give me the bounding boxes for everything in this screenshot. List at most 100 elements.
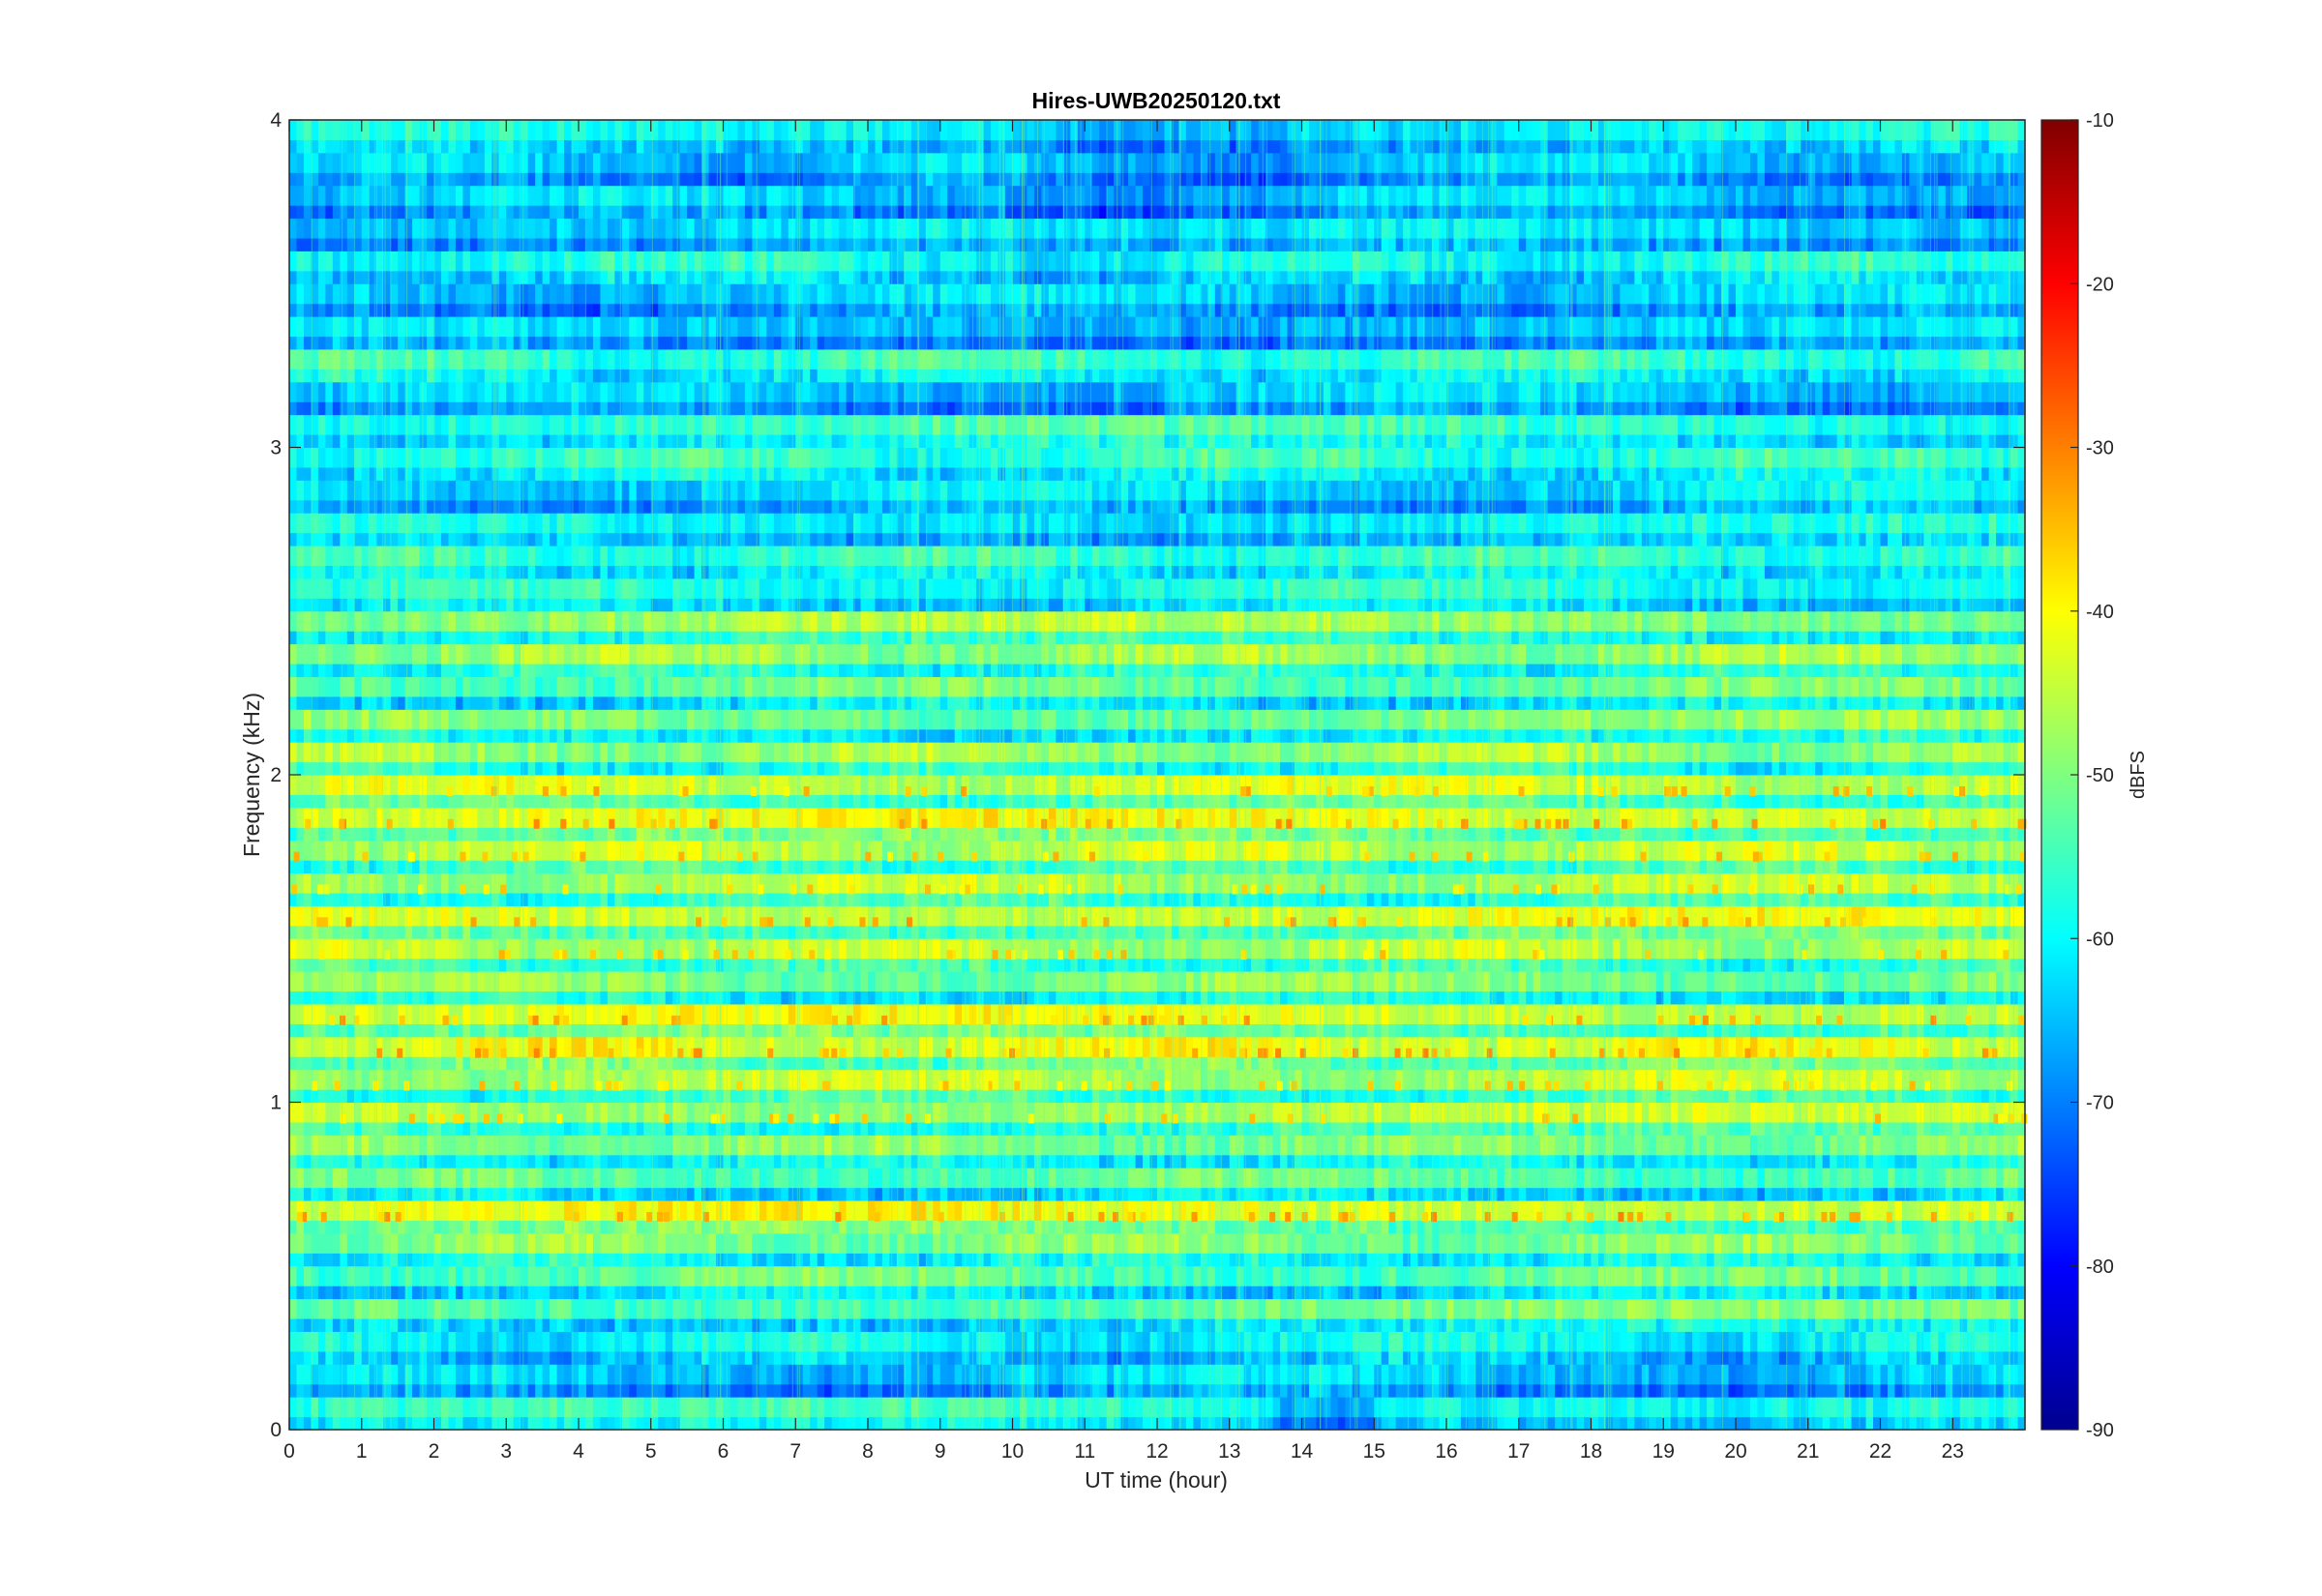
heatmap-cell	[976, 1384, 985, 1398]
heatmap-cell	[427, 1253, 435, 1267]
heatmap-cell	[1684, 1331, 1693, 1352]
heatmap-cell	[354, 1298, 363, 1320]
heatmap-cell	[1424, 1417, 1433, 1431]
heatmap-cell	[1569, 1384, 1578, 1398]
heatmap-cell	[1836, 1167, 1845, 1189]
heatmap-cell	[1859, 1188, 1867, 1201]
heatmap-cell	[1974, 1135, 1982, 1156]
heatmap-cell	[1634, 1155, 1643, 1168]
heatmap-cell	[2003, 1397, 2011, 1418]
heatmap-cell	[962, 1135, 970, 1156]
heatmap-cell	[404, 1155, 413, 1168]
heatmap-cell	[1214, 1167, 1223, 1189]
heatmap-cell	[1453, 1364, 1462, 1385]
heatmap-cell	[810, 1155, 819, 1168]
heatmap-cell	[1988, 1253, 1997, 1267]
heatmap-cell	[1236, 1155, 1245, 1168]
heatmap-cell	[860, 1135, 869, 1156]
heatmap-cell	[303, 1200, 313, 1222]
heatmap-cell	[1728, 1232, 1737, 1255]
heatmap-cell	[737, 1221, 746, 1234]
heatmap-cell	[679, 1298, 688, 1320]
heatmap-cell	[600, 1200, 609, 1222]
heatmap-cell	[556, 1318, 565, 1332]
heatmap-cell	[962, 1331, 970, 1352]
heatmap-cell	[853, 1364, 862, 1385]
heatmap-cell	[1366, 1298, 1375, 1320]
heatmap-cell	[672, 1232, 681, 1255]
heatmap-cell	[1778, 1286, 1787, 1300]
heatmap-cell	[997, 1102, 1006, 1123]
heatmap-cell	[1403, 1318, 1412, 1332]
heatmap-cell	[1822, 1318, 1831, 1332]
heatmap-cell	[933, 1364, 941, 1385]
heatmap-cell	[325, 1122, 334, 1136]
heatmap-cell	[1771, 1351, 1780, 1365]
heatmap-cell	[1374, 1135, 1383, 1156]
heatmap-cell	[1164, 1167, 1173, 1189]
heatmap-cell	[404, 1265, 413, 1287]
heatmap-cell	[744, 1155, 753, 1168]
heatmap-cell	[390, 1089, 399, 1103]
heatmap-cell	[1453, 1155, 1462, 1168]
heatmap-cell	[875, 1200, 883, 1222]
heatmap-cell	[1295, 1331, 1303, 1352]
heatmap-cell	[1070, 1331, 1079, 1352]
heatmap-cell	[918, 1265, 927, 1287]
heatmap-cell	[1844, 1351, 1853, 1365]
heatmap-cell	[679, 1122, 688, 1136]
heatmap-cell	[976, 1122, 985, 1136]
heatmap-cell	[1410, 1232, 1418, 1255]
heatmap-cell	[1736, 1167, 1744, 1189]
heatmap-cell	[788, 1102, 796, 1123]
heatmap-cell	[1526, 1397, 1534, 1418]
heatmap-cell	[1497, 1122, 1505, 1136]
heatmap-cell	[448, 1122, 457, 1136]
heatmap-cell	[1164, 1351, 1173, 1365]
heatmap-cell	[759, 1188, 767, 1201]
heatmap-cell	[1012, 1221, 1021, 1234]
heatmap-cell	[810, 1167, 819, 1189]
heatmap-cell	[1272, 1232, 1281, 1255]
heatmap-cell	[658, 1253, 667, 1267]
heatmap-cell	[665, 1188, 673, 1201]
heatmap-cell	[716, 1069, 725, 1091]
heatmap-cell	[1713, 1417, 1722, 1431]
heatmap-cell	[571, 1364, 580, 1385]
heatmap-cell	[766, 1069, 775, 1091]
heatmap-cell	[1432, 1102, 1441, 1123]
heatmap-cell	[289, 1200, 298, 1222]
heatmap-cell	[1077, 1417, 1086, 1431]
heatmap-cell	[332, 1200, 341, 1222]
heatmap-cell	[694, 1417, 702, 1431]
heatmap-cell	[889, 1384, 898, 1398]
heatmap-cell	[332, 1253, 341, 1267]
heatmap-cell	[650, 1331, 659, 1352]
heatmap-cell	[781, 1122, 789, 1136]
heatmap-cell	[404, 1232, 413, 1255]
heatmap-cell	[1468, 1384, 1476, 1398]
heatmap-cell	[1388, 1265, 1397, 1287]
heatmap-cell	[1801, 1135, 1809, 1156]
heatmap-cell	[658, 1232, 667, 1255]
heatmap-cell	[1713, 1232, 1722, 1255]
heatmap-cell	[954, 1331, 963, 1352]
heatmap-cell	[1432, 1384, 1441, 1398]
heatmap-cell	[918, 1188, 927, 1201]
heatmap-cell	[1880, 1102, 1889, 1123]
heatmap-cell	[1236, 1253, 1245, 1267]
heatmap-cell	[427, 1069, 435, 1091]
heatmap-cell	[1894, 1265, 1903, 1287]
heatmap-cell	[1894, 1135, 1903, 1156]
heatmap-cell	[1967, 1298, 1976, 1320]
heatmap-cell	[1497, 1384, 1505, 1398]
heatmap-cell	[427, 1351, 435, 1365]
heatmap-cell	[925, 1397, 934, 1418]
heatmap-cell	[788, 1351, 796, 1365]
heatmap-cell	[1988, 1135, 1997, 1156]
heatmap-cell	[1699, 1167, 1708, 1189]
heatmap-cell	[1345, 1232, 1354, 1255]
heatmap-cell	[1880, 1232, 1889, 1255]
heatmap-cell	[954, 1298, 963, 1320]
heatmap-cell	[1721, 1188, 1730, 1201]
